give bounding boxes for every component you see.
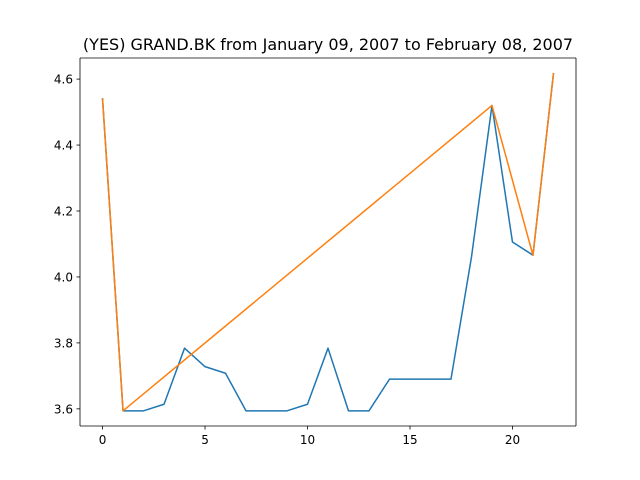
- y-tick-label: 4.2: [54, 205, 73, 219]
- x-tick-label: 0: [99, 433, 107, 447]
- y-tick-label: 3.8: [54, 336, 73, 350]
- y-tick-label: 4.0: [54, 270, 73, 284]
- x-tick-label: 5: [201, 433, 209, 447]
- y-tick-label: 4.4: [54, 139, 73, 153]
- x-tick-label: 15: [402, 433, 417, 447]
- y-tick-label: 3.6: [54, 402, 73, 416]
- x-tick-label: 20: [505, 433, 520, 447]
- series-line-2: [101, 73, 555, 412]
- y-tick-label: 4.6: [54, 73, 73, 87]
- x-tick-label: 10: [300, 433, 315, 447]
- series-line-1: [101, 73, 555, 412]
- chart-title: (YES) GRAND.BK from January 09, 2007 to …: [83, 35, 573, 54]
- axes-layer: 0 5 10 15 20 3.6 3.8 4.0 4.2 4.4 4.6: [54, 57, 577, 447]
- series-layer: [101, 73, 555, 412]
